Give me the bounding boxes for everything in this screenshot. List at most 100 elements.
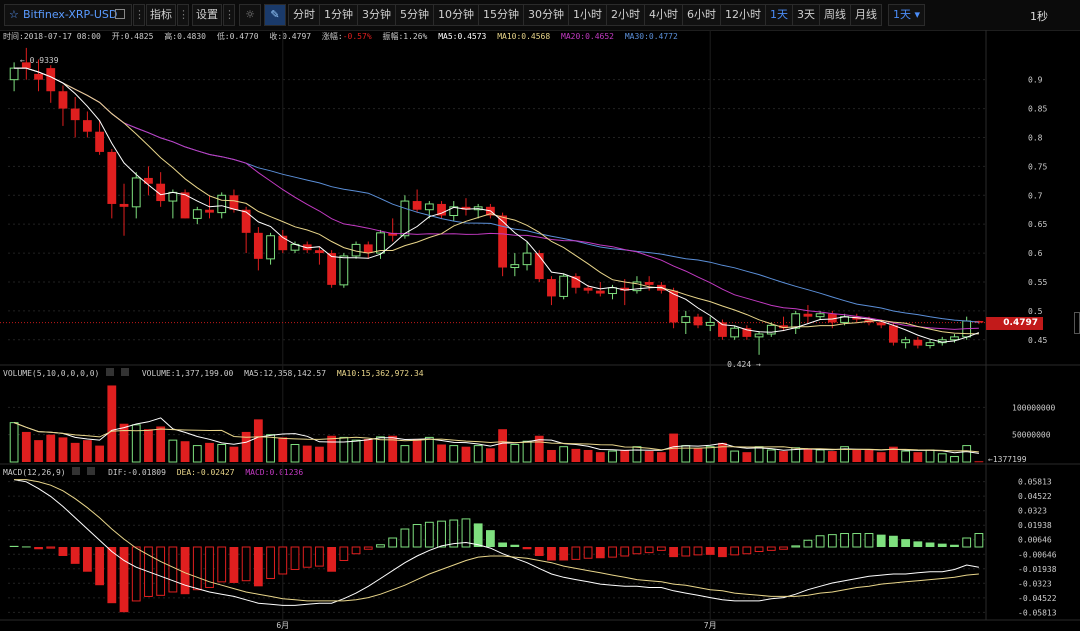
macd-bar [693, 546, 703, 556]
macd-bar [620, 546, 630, 557]
price-tick-label: 0.8 [1028, 133, 1043, 142]
interval-tab[interactable]: 分时 [288, 4, 320, 26]
interval-tab[interactable]: 4小时 [645, 4, 683, 26]
macd-info-bar: MACD(12,26,9) DIF:-0.01809 DEA:-0.02427 … [3, 467, 309, 477]
interval-tab[interactable]: 30分钟 [524, 4, 569, 26]
interval-tab[interactable]: 10分钟 [434, 4, 479, 26]
indicators-button[interactable]: 指标 [146, 4, 176, 26]
volume-ma5: MA5:12,358,142.57 [244, 369, 327, 378]
volume-bar [656, 452, 666, 462]
volume-bar [595, 452, 605, 462]
volume-bar [437, 444, 446, 462]
candle-body [205, 209, 214, 213]
interval-tab[interactable]: 15分钟 [479, 4, 524, 26]
macd-bar [864, 533, 874, 548]
macd-bar [901, 539, 911, 547]
macd-bar [315, 546, 324, 567]
gear-icon[interactable] [72, 467, 81, 475]
interval-tab[interactable]: 2小时 [607, 4, 645, 26]
interval-tab[interactable]: 1天 [766, 4, 793, 26]
volume-bar [766, 449, 776, 463]
price-tick-label: 0.45 [1028, 336, 1047, 345]
price-tick-label: 0.5 [1028, 307, 1043, 316]
macd-bar [730, 546, 740, 556]
volume-bar [620, 449, 630, 462]
volume-title: VOLUME(5,10,0,0,0,0) [3, 369, 100, 378]
macd-bar [962, 537, 972, 548]
candle-body [742, 328, 752, 337]
macd-bar [21, 546, 31, 548]
interval-tab[interactable]: 5分钟 [396, 4, 434, 26]
brightness-icon[interactable]: ☼ [239, 4, 261, 26]
interval-dropdown[interactable]: 1天 ▾ [888, 4, 926, 26]
volume-info-bar: VOLUME(5,10,0,0,0,0) VOLUME:1,377,199.00… [3, 368, 430, 378]
price-tick-label: 0.6 [1028, 249, 1043, 258]
candle-body [119, 203, 129, 207]
macd-bar [950, 544, 959, 547]
interval-tab[interactable]: 月线 [851, 4, 882, 26]
close-icon[interactable] [87, 467, 96, 475]
volume-bar [937, 453, 947, 463]
volume-bar [779, 451, 788, 462]
candle-body [779, 325, 788, 329]
volume-bar [742, 452, 752, 462]
interval-tab[interactable]: 6小时 [683, 4, 721, 26]
candle-body [34, 73, 43, 80]
interval-tab[interactable]: 3分钟 [358, 4, 396, 26]
volume-bar [534, 435, 544, 462]
macd-bar [424, 521, 434, 548]
macd-bar [656, 546, 666, 551]
candle-body [131, 177, 141, 208]
volume-bar [412, 439, 422, 462]
candle-body [302, 244, 312, 251]
volume-bar [815, 449, 825, 463]
volume-bar [547, 449, 556, 462]
macd-bar [412, 524, 422, 548]
more-icon[interactable]: ⋮ [177, 4, 189, 26]
macd-bar [889, 535, 898, 547]
volume-bar [58, 437, 68, 462]
macd-bar [595, 547, 605, 559]
price-tick-label: 0.9 [1028, 76, 1043, 85]
draw-tool-icon[interactable]: ✎ [264, 4, 286, 26]
macd-bar [583, 546, 593, 559]
volume-bar [351, 439, 361, 463]
macd-bar [815, 535, 825, 548]
star-icon[interactable]: ☆ [9, 8, 19, 21]
close-icon[interactable] [120, 368, 129, 376]
interval-tab[interactable]: 1分钟 [320, 4, 358, 26]
candle-body [889, 325, 898, 343]
volume-bar [644, 451, 654, 462]
volume-bar [913, 452, 923, 462]
refresh-rate[interactable]: 1秒 [1030, 10, 1048, 23]
volume-bar [583, 449, 593, 462]
symbol-label: Bitfinex-XRP-USD [23, 8, 118, 21]
volume-bar [21, 431, 31, 462]
info-low: 低:0.4770 [216, 32, 259, 41]
macd-bar [156, 546, 166, 596]
macd-bar [644, 546, 654, 554]
more-icon[interactable]: ⋮ [133, 4, 145, 26]
more-icon[interactable]: ⋮ [223, 4, 235, 26]
macd-bar [95, 547, 104, 586]
popout-icon[interactable] [115, 9, 125, 19]
candle-body [388, 232, 398, 236]
symbol-selector[interactable]: ☆ Bitfinex-XRP-USD [4, 4, 132, 26]
settings-button[interactable]: 设置 [192, 4, 222, 26]
volume-bar [718, 442, 727, 462]
candle-body [510, 264, 520, 269]
gear-icon[interactable] [106, 368, 115, 376]
macd-dea: DEA:-0.02427 [176, 468, 235, 477]
volume-bar [144, 429, 153, 462]
macd-bar [107, 547, 117, 604]
volume-value: VOLUME:1,377,199.00 [141, 369, 234, 378]
interval-tab[interactable]: 12小时 [721, 4, 766, 26]
scroll-handle[interactable] [1074, 312, 1080, 334]
interval-tab[interactable]: 周线 [820, 4, 851, 26]
volume-bar [278, 437, 288, 462]
interval-tab[interactable]: 1小时 [569, 4, 607, 26]
volume-bar [363, 439, 373, 462]
macd-dif: DIF:-0.01809 [108, 468, 166, 477]
interval-tab[interactable]: 3天 [793, 4, 820, 26]
